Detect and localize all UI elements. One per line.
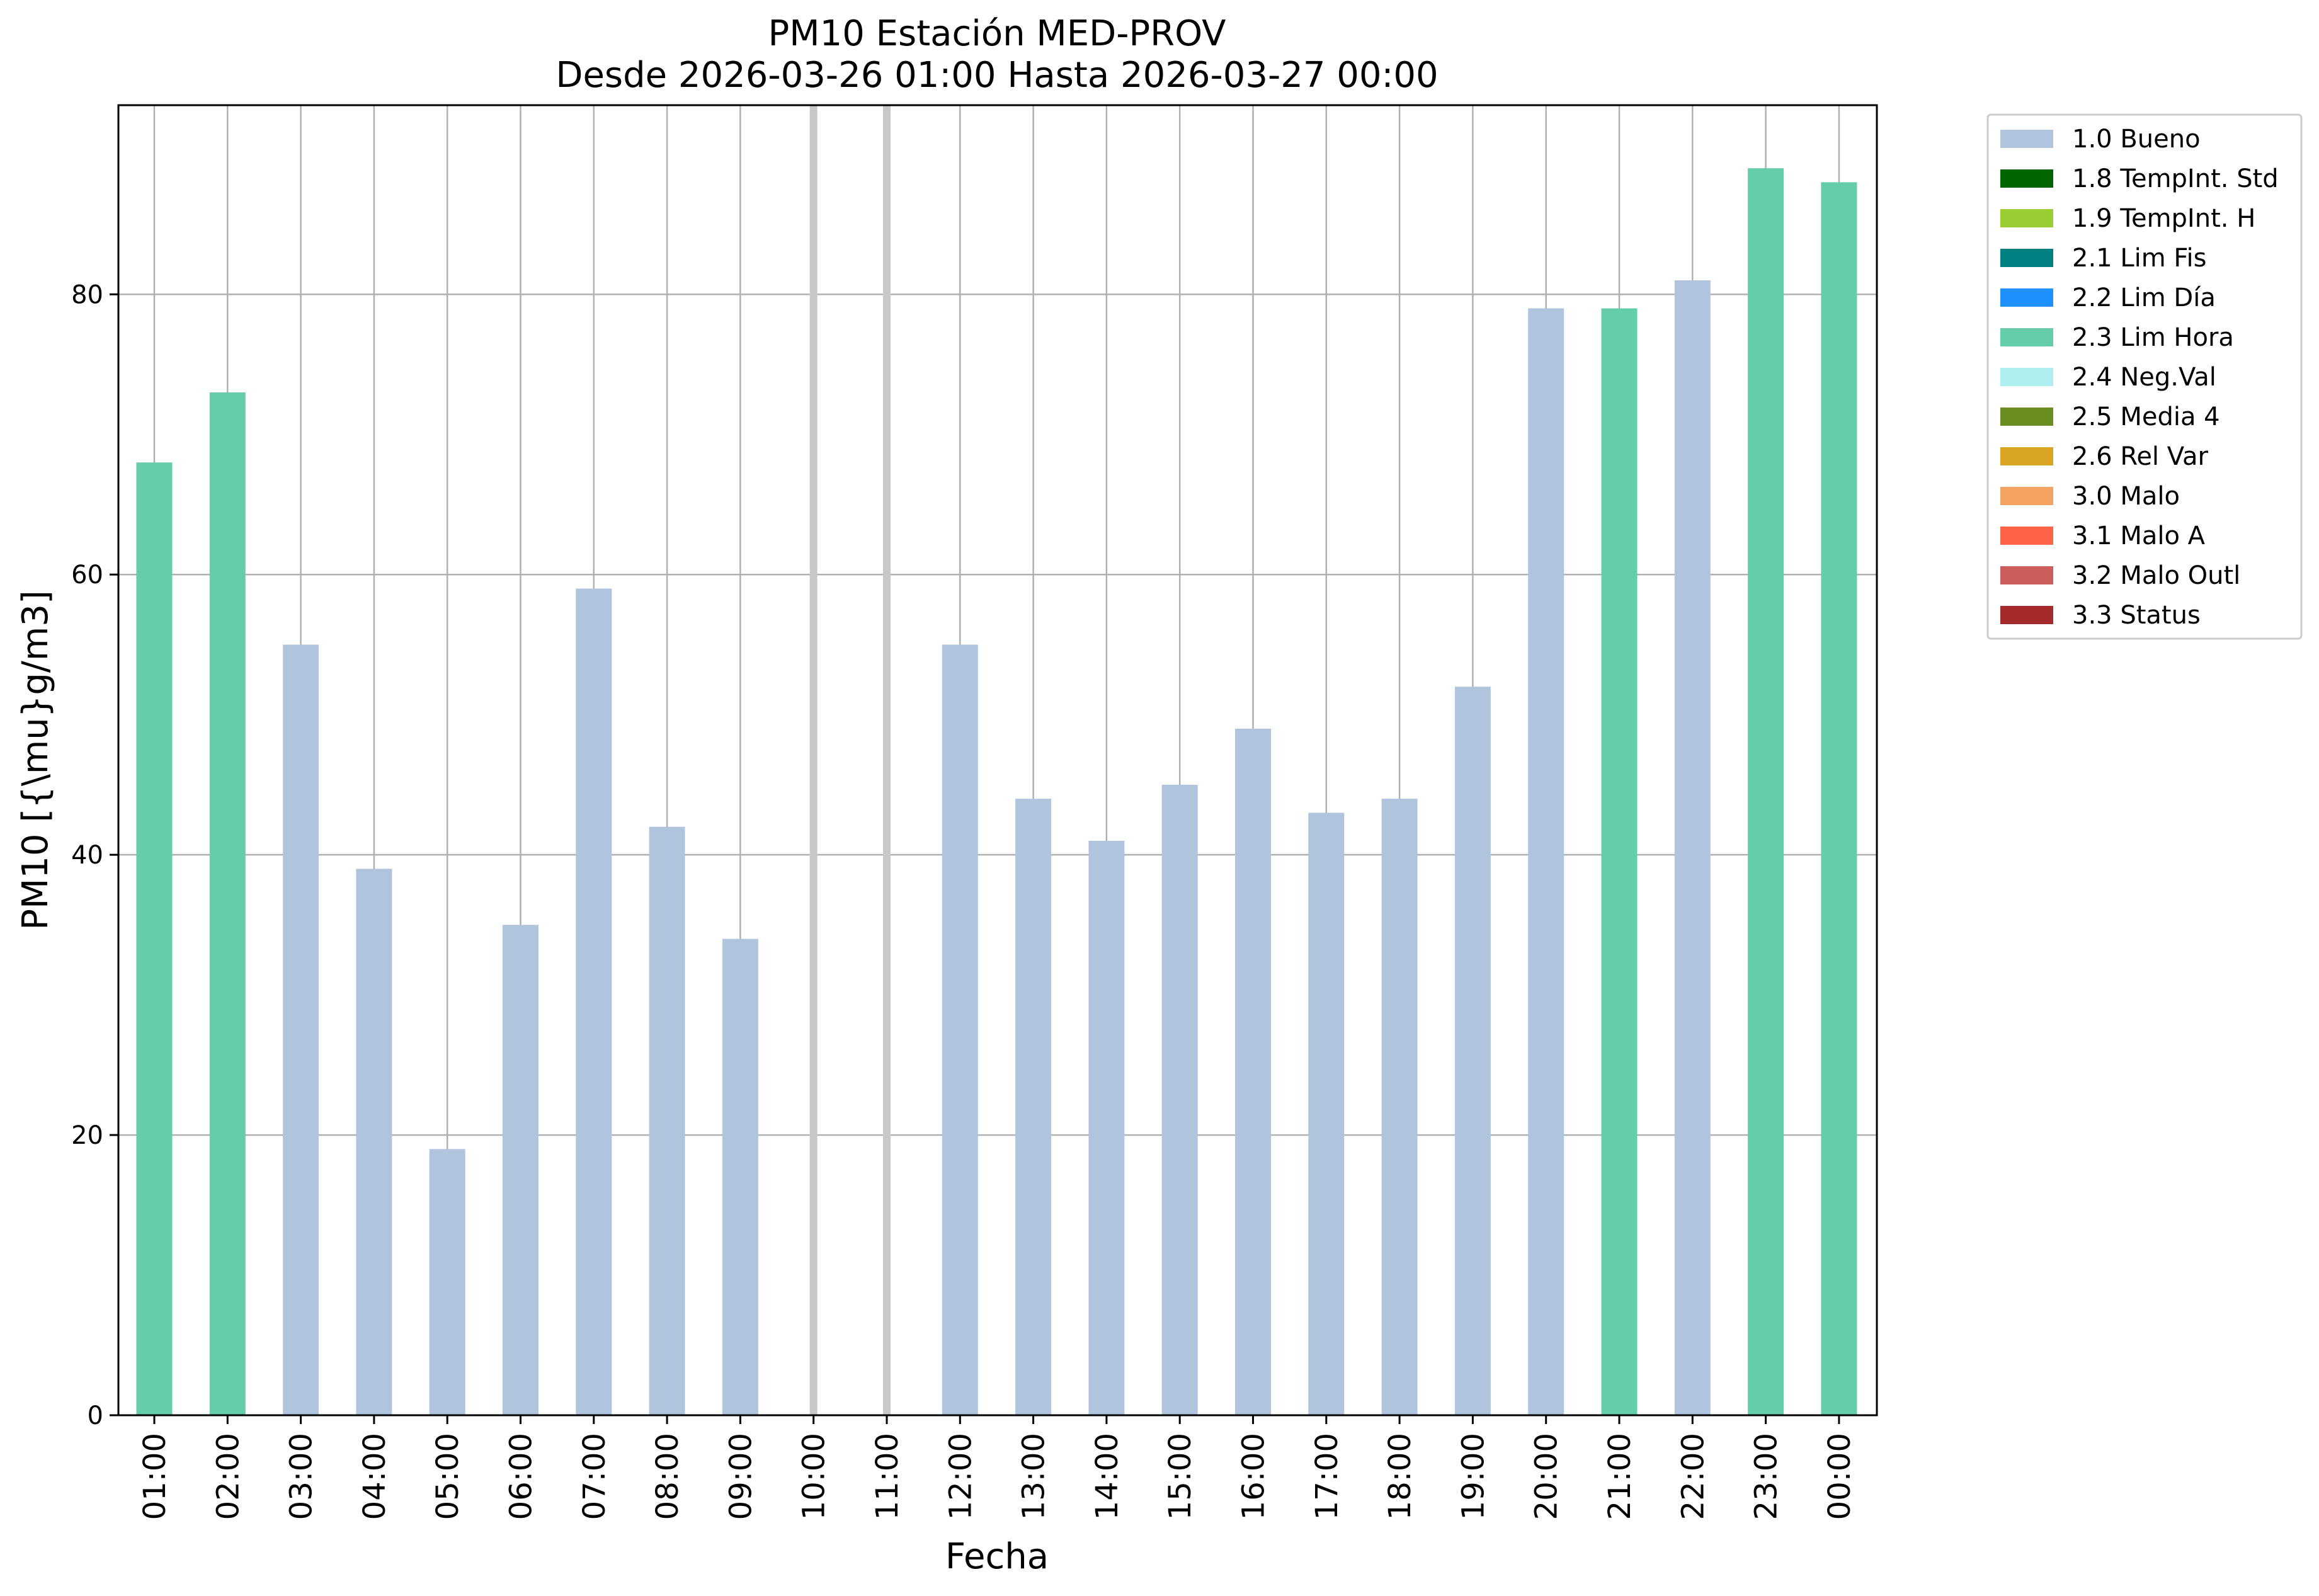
x-tick-label: 21:00 xyxy=(1602,1433,1638,1520)
x-tick-label: 06:00 xyxy=(504,1433,539,1520)
bar-1300 xyxy=(1015,799,1052,1415)
legend-swatch xyxy=(2000,130,2053,148)
x-tick-label: 19:00 xyxy=(1456,1433,1491,1520)
bar-1600 xyxy=(1235,728,1271,1415)
legend-label: 3.1 Malo A xyxy=(2072,522,2206,550)
x-tick-label: 05:00 xyxy=(430,1433,465,1520)
legend-label: 3.3 Status xyxy=(2072,601,2201,630)
x-tick-label: 15:00 xyxy=(1163,1433,1198,1520)
x-tick-label: 00:00 xyxy=(1822,1433,1857,1520)
missing-data-markers xyxy=(809,105,891,1415)
missing-data-marker xyxy=(883,105,891,1415)
bar-1900 xyxy=(1454,687,1491,1415)
legend-swatch xyxy=(2000,566,2053,584)
legend-label: 2.1 Lim Fis xyxy=(2072,244,2206,273)
legend-label: 3.0 Malo xyxy=(2072,482,2180,511)
bar-2100 xyxy=(1601,308,1638,1415)
legend-swatch xyxy=(2000,606,2053,624)
x-tick-label: 11:00 xyxy=(870,1433,905,1520)
bar-0200 xyxy=(209,392,246,1416)
bar-0400 xyxy=(356,869,392,1415)
x-axis-ticks: 01:00 02:00 03:00 04:00 05:00 06:00 07:00 08:00… xyxy=(137,1415,1857,1520)
bar-0100 xyxy=(136,462,173,1415)
x-tick-label: 22:00 xyxy=(1675,1433,1711,1520)
legend-swatch xyxy=(2000,249,2053,267)
bar-0700 xyxy=(576,588,612,1416)
legend-frame xyxy=(1986,113,2303,640)
legend-swatch xyxy=(2000,209,2053,227)
bar-2300 xyxy=(1748,168,1784,1416)
legend-swatch xyxy=(2000,527,2053,545)
bar-2000 xyxy=(1528,308,1564,1415)
legend-swatch xyxy=(2000,447,2053,465)
y-axis-ticks: 0 20 40 60 80 xyxy=(71,280,118,1430)
bar-1500 xyxy=(1161,784,1198,1415)
x-tick-label: 14:00 xyxy=(1090,1433,1125,1520)
legend-swatch xyxy=(2000,408,2053,426)
x-tick-label: 10:00 xyxy=(797,1433,832,1520)
x-tick-label: 23:00 xyxy=(1749,1433,1784,1520)
plot-frame xyxy=(117,104,1878,1416)
y-tick-label: 60 xyxy=(71,561,103,590)
chart-subtitle: Desde 2026-03-26 01:00 Hasta 2026-03-27 … xyxy=(556,55,1438,96)
bar-1400 xyxy=(1088,840,1125,1415)
x-tick-label: 03:00 xyxy=(284,1433,319,1520)
bar-1700 xyxy=(1308,812,1345,1415)
legend-label: 3.2 Malo Outl xyxy=(2072,561,2240,590)
legend-label: 2.3 Lim Hora xyxy=(2072,323,2234,352)
bar-0500 xyxy=(429,1149,465,1415)
legend-swatch xyxy=(2000,368,2053,386)
legend-label: 2.5 Media 4 xyxy=(2072,402,2220,431)
legend-label: 2.6 Rel Var xyxy=(2072,442,2209,471)
bars xyxy=(136,168,1857,1416)
legend-label: 1.0 Bueno xyxy=(2072,125,2201,154)
bar-0900 xyxy=(722,938,758,1415)
bar-1200 xyxy=(942,644,978,1415)
x-tick-label: 09:00 xyxy=(723,1433,758,1520)
y-tick-label: 80 xyxy=(71,280,103,309)
legend-label: 1.9 TempInt. H xyxy=(2072,204,2255,233)
x-tick-label: 17:00 xyxy=(1309,1433,1345,1520)
bar-0600 xyxy=(503,925,538,1415)
x-tick-label: 13:00 xyxy=(1017,1433,1052,1520)
x-tick-label: 16:00 xyxy=(1236,1433,1272,1520)
missing-data-marker xyxy=(809,105,818,1415)
chart-title: PM10 Estación MED-PROV xyxy=(768,13,1226,54)
x-axis-label: Fecha xyxy=(945,1536,1049,1577)
y-tick-label: 40 xyxy=(71,841,103,870)
bar-2200 xyxy=(1674,280,1711,1416)
legend: 1.0 Bueno 1.8 TempInt. Std 1.9 TempInt. H 2… xyxy=(1986,113,2303,640)
x-tick-label: 18:00 xyxy=(1382,1433,1418,1520)
x-tick-label: 20:00 xyxy=(1529,1433,1564,1520)
legend-swatch xyxy=(2000,169,2053,188)
bar-0800 xyxy=(649,826,685,1415)
bar-1800 xyxy=(1381,799,1418,1415)
legend-swatch xyxy=(2000,288,2053,307)
x-tick-label: 07:00 xyxy=(577,1433,612,1520)
y-axis-label: PM10 [{\mu}g/m3] xyxy=(15,590,56,930)
legend-label: 2.2 Lim Día xyxy=(2072,283,2216,312)
legend-label: 1.8 TempInt. Std xyxy=(2072,164,2279,193)
legend-swatch xyxy=(2000,328,2053,346)
legend-label: 2.4 Neg.Val xyxy=(2072,363,2216,392)
x-tick-label: 08:00 xyxy=(650,1433,685,1520)
y-tick-label: 0 xyxy=(88,1401,103,1430)
x-tick-label: 12:00 xyxy=(943,1433,978,1520)
legend-swatch xyxy=(2000,487,2053,505)
x-tick-label: 01:00 xyxy=(137,1433,173,1520)
x-tick-label: 02:00 xyxy=(210,1433,246,1520)
y-tick-label: 20 xyxy=(71,1121,103,1150)
bar-0000 xyxy=(1821,182,1857,1416)
x-tick-label: 04:00 xyxy=(357,1433,392,1520)
bar-0300 xyxy=(283,644,319,1415)
